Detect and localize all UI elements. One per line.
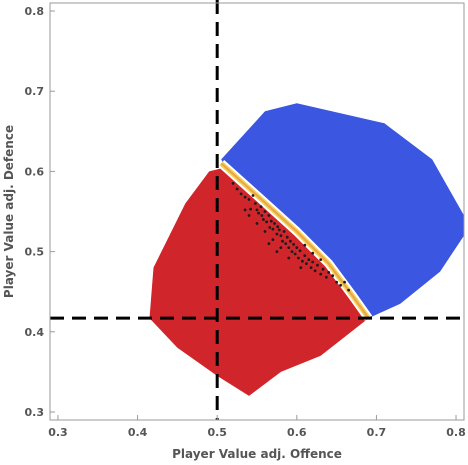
scatter-point	[287, 246, 291, 250]
y-tick-label: 0.6	[25, 165, 45, 178]
scatter-point	[316, 263, 319, 267]
scatter-point	[282, 230, 286, 233]
x-axis: 0.3 0.4 0.5 0.6 0.7 0.8	[48, 415, 466, 439]
scatter-point	[297, 256, 300, 260]
y-axis-label: Player Value adj. Defence	[2, 125, 16, 298]
scatter-point	[311, 251, 315, 255]
scatter-point	[271, 227, 275, 231]
x-tick-label: 0.7	[367, 426, 387, 439]
scatter-point	[262, 218, 265, 221]
scatter-point	[251, 194, 255, 197]
scatter-point	[263, 210, 267, 213]
plot-frame	[49, 2, 465, 421]
scatter-point	[339, 283, 342, 287]
scatter-point	[267, 242, 271, 246]
scatter-point	[255, 208, 259, 212]
scatter-point	[247, 198, 251, 201]
x-tick-label: 0.3	[48, 426, 68, 439]
scatter-point	[276, 225, 280, 229]
scatter-point	[331, 274, 334, 278]
plot-area	[149, 103, 464, 396]
scatter-point	[321, 267, 325, 271]
scatter-point	[313, 269, 317, 273]
scatter-point	[239, 192, 243, 196]
scatter-point	[279, 234, 283, 238]
x-tick-label: 0.4	[128, 426, 148, 439]
scatter-point	[285, 235, 289, 239]
region-blue	[221, 103, 464, 319]
y-tick-label: 0.4	[25, 326, 45, 339]
scatter-point	[243, 208, 247, 212]
scatter-point	[343, 280, 346, 284]
scatter-point	[254, 202, 257, 205]
scatter-point	[289, 239, 292, 243]
scatter-point	[260, 214, 264, 217]
scatter-point	[301, 259, 304, 263]
scatter-point	[347, 288, 350, 292]
region-red	[149, 167, 369, 396]
boundary-band-orange	[220, 162, 370, 319]
scatter-point	[335, 280, 338, 284]
scatter-point	[279, 246, 283, 250]
x-tick-label: 0.8	[446, 426, 466, 439]
x-tick-label: 0.6	[287, 426, 307, 439]
y-tick-label: 0.7	[25, 85, 45, 98]
scatter-point	[249, 207, 253, 211]
scatter-point	[287, 256, 291, 260]
threshold-lines	[50, 0, 468, 420]
scatter-point	[263, 230, 267, 233]
y-tick-label: 0.8	[25, 5, 45, 18]
scatter-point	[255, 222, 259, 225]
scatter-point	[303, 254, 307, 257]
scatter-point	[319, 258, 323, 261]
scatter-point	[295, 246, 299, 250]
scatter-point	[305, 262, 308, 265]
scatter-point	[298, 249, 302, 253]
scatter-point	[303, 243, 307, 247]
scatter-point	[257, 211, 260, 215]
y-tick-label: 0.3	[25, 406, 45, 419]
scatter-point	[277, 228, 281, 232]
scatter-point	[267, 214, 271, 217]
scatter-point	[247, 214, 251, 217]
scatter-point	[281, 239, 284, 243]
scatter-point	[293, 252, 297, 256]
scatter-point	[290, 250, 294, 254]
scatter-point	[311, 260, 315, 264]
scatter-point	[275, 232, 279, 236]
x-axis-label: Player Value adj. Offence	[172, 447, 342, 461]
scatter-point	[243, 195, 247, 199]
scatter-point	[259, 205, 263, 209]
scatter-point	[324, 275, 328, 279]
scatter-point	[275, 250, 279, 254]
scatter-point	[307, 258, 311, 261]
y-tick-label: 0.5	[25, 246, 45, 259]
scatter-point	[292, 243, 295, 246]
scatter-point	[273, 222, 276, 225]
scatter-point	[269, 219, 273, 223]
y-axis: 0.3 0.4 0.5 0.6 0.7 0.8	[25, 5, 55, 419]
scatter-point	[327, 271, 331, 274]
scatter-point	[231, 182, 235, 185]
scatter-point	[284, 242, 288, 246]
x-tick-label: 0.5	[207, 426, 227, 439]
scatter-point	[265, 220, 268, 224]
scatter-point	[271, 238, 275, 242]
scatter-point	[309, 266, 313, 269]
scatter-point	[319, 272, 323, 276]
scatter-point	[235, 187, 239, 191]
scatter-point	[299, 266, 303, 269]
scatter-point	[268, 226, 272, 229]
scatter-layer	[231, 182, 350, 292]
